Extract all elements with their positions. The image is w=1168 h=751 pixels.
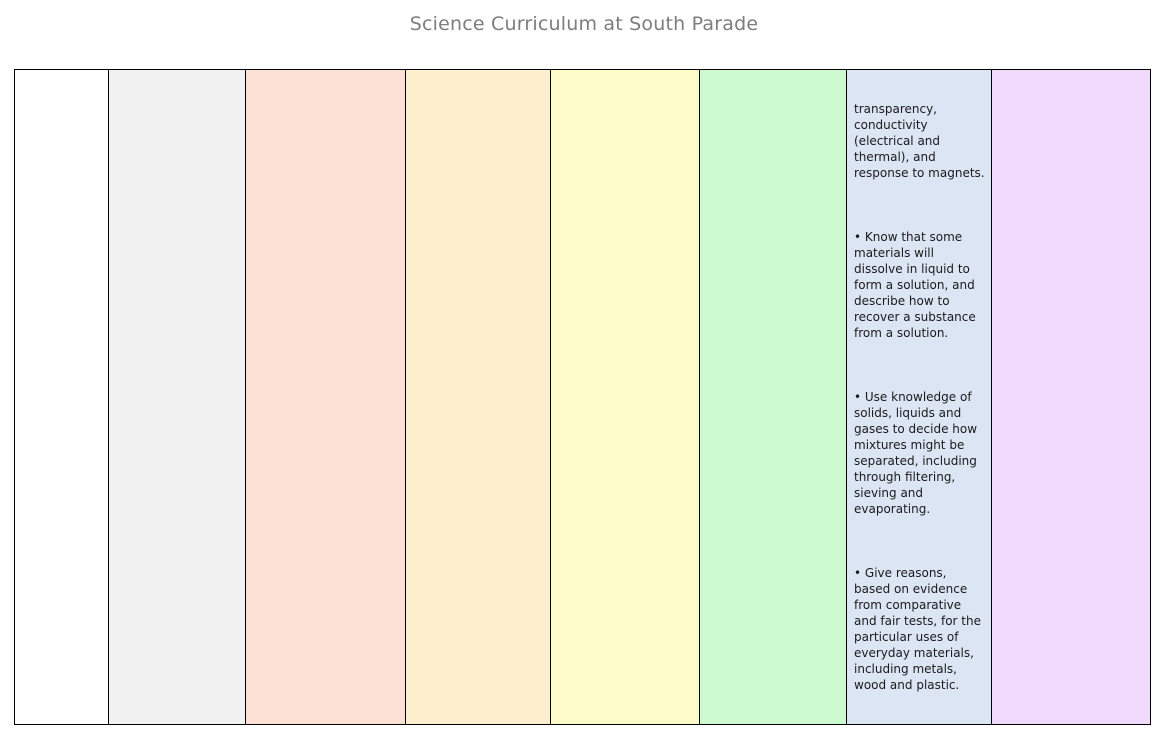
table-cell-column-3[interactable] [245, 69, 406, 725]
objective-paragraph-3: • Use knowledge of solids, liquids and g… [854, 390, 981, 516]
objective-paragraph-4: • Give reasons, based on evidence from c… [854, 566, 985, 692]
curriculum-table: transparency, conductivity (electrical a… [14, 69, 1151, 725]
objective-paragraph-1: transparency, conductivity (electrical a… [854, 102, 985, 180]
table-row: transparency, conductivity (electrical a… [14, 69, 1151, 725]
page-title: Science Curriculum at South Parade [409, 13, 759, 35]
table-cell-column-2[interactable] [108, 69, 246, 725]
table-cell-column-7-properties-and-changes-of-materials[interactable]: transparency, conductivity (electrical a… [846, 69, 992, 725]
objective-paragraph-2: • Know that some materials will dissolve… [854, 230, 980, 340]
table-cell-column-5[interactable] [550, 69, 700, 725]
table-cell-column-6[interactable] [699, 69, 847, 725]
table-cell-column-8[interactable] [991, 69, 1151, 725]
table-cell-column-4[interactable] [405, 69, 551, 725]
curriculum-objectives-text: transparency, conductivity (electrical a… [854, 71, 986, 724]
table-cell-column-1[interactable] [14, 69, 109, 725]
